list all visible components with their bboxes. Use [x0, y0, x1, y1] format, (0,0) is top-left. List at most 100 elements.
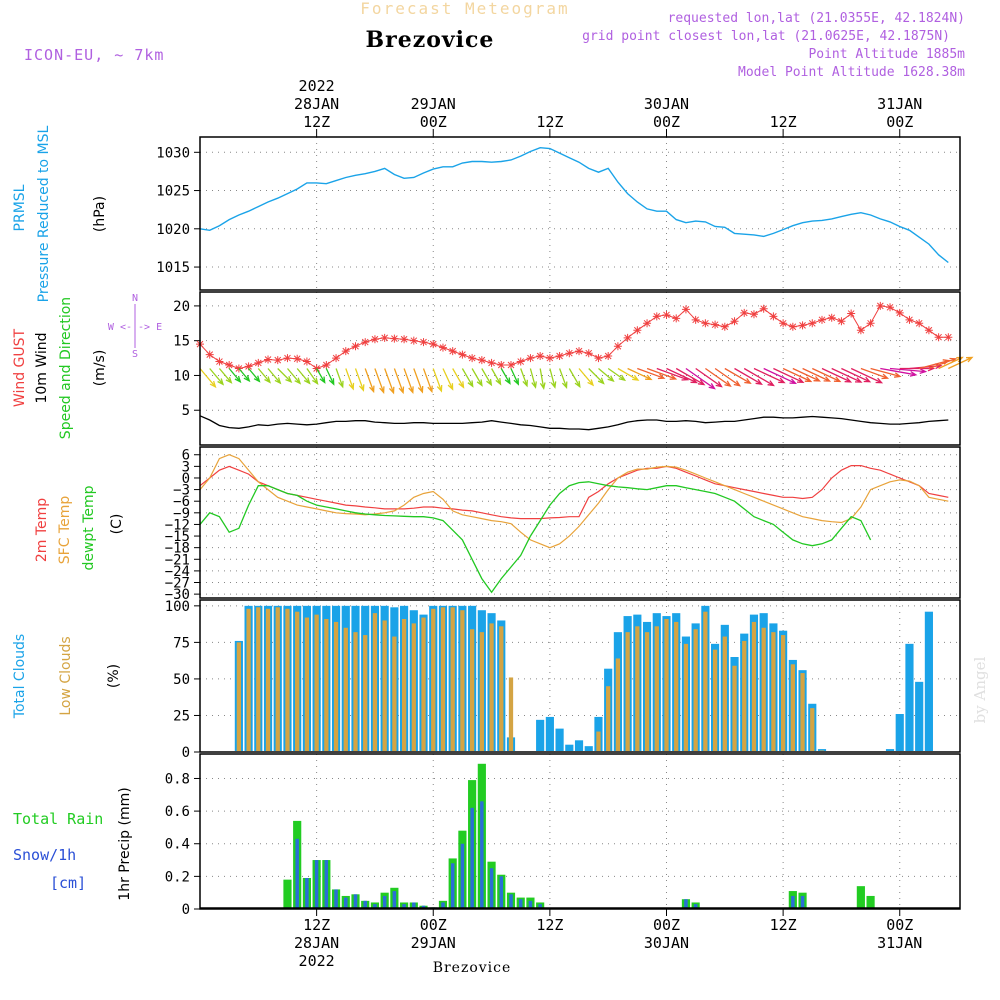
top-time-label: 28JAN: [294, 95, 339, 113]
low-cloud-bar: [440, 607, 446, 751]
total-cloud-bar: [574, 740, 584, 751]
gust-marker: [429, 340, 438, 349]
low-cloud-bar: [275, 607, 280, 751]
total-cloud-bar: [555, 728, 564, 751]
low-cloud-bar: [508, 677, 514, 751]
y-tick-label: 75: [173, 635, 190, 651]
wind-arrow: [345, 368, 355, 391]
gust-marker: [283, 354, 292, 363]
gust-marker: [477, 356, 486, 365]
bottom-time-label: 00Z: [886, 916, 913, 934]
y-tick-label: −30: [165, 587, 190, 603]
wind-speed-dir-label: Speed and Direction: [58, 297, 74, 439]
gust-marker: [827, 313, 836, 322]
wind-arrow: [637, 367, 666, 380]
top-time-label: 00Z: [886, 113, 913, 131]
y-tick-label: 25: [173, 708, 190, 724]
wind-arrow: [588, 368, 605, 385]
gust-marker: [555, 351, 564, 360]
gust-marker: [652, 312, 661, 321]
low-cloud-bar: [780, 635, 786, 751]
wind-arrow: [763, 367, 798, 385]
snow-bar: [684, 899, 688, 909]
panel-frame: [199, 599, 961, 753]
low-cloud-bar: [333, 621, 339, 751]
rain-bar: [856, 886, 865, 909]
wind-arrow: [452, 368, 465, 389]
gust-marker: [749, 310, 758, 319]
model-label: ICON-EU, ~ 7km: [24, 46, 164, 64]
low-cloud-bar: [372, 613, 378, 751]
y-tick-label: 100: [165, 599, 190, 615]
wind-arrow: [422, 368, 433, 394]
gust-marker: [720, 322, 729, 331]
tsfc-line: [199, 454, 949, 549]
bottom-time-label: 12Z: [770, 916, 797, 934]
gust-marker: [264, 355, 273, 364]
gust-marker: [681, 305, 690, 314]
snow-bar: [353, 894, 358, 909]
wind-labels: Wind GUST 10m Wind Speed and Direction (…: [12, 293, 162, 439]
wind-arrow: [841, 367, 872, 383]
bottom-time-label: 12Z: [536, 916, 563, 934]
prmsl-label: PRMSL: [12, 184, 28, 231]
bottom-time-label: 30JAN: [644, 934, 689, 952]
gust-marker: [798, 321, 807, 330]
top-time-label: 12Z: [303, 113, 330, 131]
low-cloud-bar: [683, 643, 689, 751]
wind-arrow: [277, 368, 293, 383]
wind-arrow: [218, 368, 233, 384]
gust-marker: [293, 354, 302, 363]
wind-unit-label: (m/s): [92, 350, 108, 387]
rain-bar: [866, 895, 875, 909]
low-cloud-bar: [800, 673, 805, 751]
low-cloud-bar: [693, 629, 698, 751]
y-tick-label: 0.8: [165, 771, 190, 787]
tsfc-label: SFC Temp: [57, 496, 73, 565]
panel-frame: [199, 753, 961, 910]
low-cloud-label: Low Clouds: [58, 636, 74, 715]
snow-bar: [528, 900, 533, 909]
low-cloud-bar: [606, 686, 611, 751]
gust-marker: [604, 351, 613, 360]
low-cloud-bar: [363, 635, 368, 751]
y-tick-label: 0.4: [165, 837, 190, 853]
gust-marker: [575, 347, 584, 356]
wind-arrow: [209, 368, 225, 386]
wind-arrow: [471, 368, 483, 387]
requested-coords: requested lon,lat (21.0355E, 42.1824N): [668, 11, 965, 26]
y-tick-label: −18: [165, 541, 190, 557]
temperature-panel: 630−3−6−9−12−15−18−21−24−27−30: [165, 446, 961, 603]
gust-marker: [876, 301, 885, 310]
total-cloud-bar: [915, 681, 924, 751]
gust-marker: [234, 364, 243, 373]
snow-bar: [518, 899, 523, 909]
snow-bar: [305, 878, 309, 909]
t2m-line: [199, 465, 949, 520]
low-cloud-bar: [353, 632, 358, 751]
gust-marker: [545, 354, 554, 363]
wind-arrow: [753, 367, 786, 384]
wind-arrow: [374, 368, 385, 394]
wind-arrow: [403, 368, 414, 394]
y-tick-label: −3: [173, 483, 190, 499]
snow-bar: [373, 904, 377, 909]
wind-arrow: [695, 367, 723, 388]
snow-bar: [344, 897, 348, 909]
wind-arrow: [734, 367, 763, 385]
wind-panel: 5 10 15 20: [173, 291, 974, 446]
temp-unit-label: (C): [109, 514, 125, 535]
total-cloud-bar: [565, 744, 574, 751]
wind-arrow: [812, 367, 842, 383]
y-tick-label: −21: [165, 552, 190, 568]
wind-arrow: [821, 367, 853, 383]
low-cloud-bar: [790, 664, 795, 751]
gust-marker: [497, 361, 506, 370]
wind-arrow: [578, 368, 595, 387]
low-cloud-bar: [460, 610, 465, 751]
wind-arrow: [306, 368, 319, 385]
snow-bar: [499, 876, 504, 909]
low-cloud-bar: [236, 642, 242, 751]
wind-arrow: [598, 368, 615, 383]
gust-marker: [730, 317, 739, 326]
